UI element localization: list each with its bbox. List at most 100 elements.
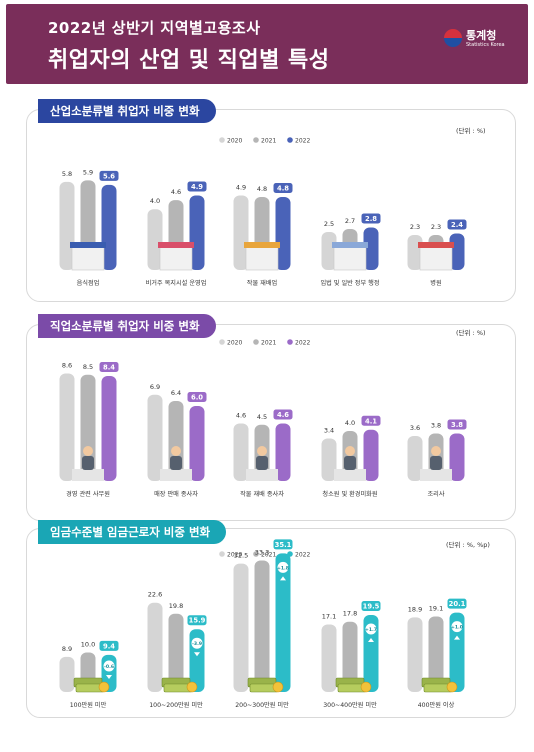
change-label: -3.9 [192, 641, 202, 647]
data-label: 5.8 [62, 170, 72, 178]
cook-icon [420, 446, 452, 481]
category-label: 경영 관련 사무원 [66, 490, 110, 498]
label-badge [99, 640, 119, 651]
desk [246, 469, 278, 481]
label-badge [187, 181, 207, 192]
data-label: 2.4 [451, 221, 463, 229]
legend-swatch [219, 137, 225, 143]
chart-1: 2020 2021 2022 8.6 8.5 8.4 경영 관련 사무원 6.9 6.4 6.0 매… [59, 339, 467, 498]
data-label: 2.3 [410, 223, 420, 231]
legend-swatch [287, 137, 293, 143]
data-label: 33.3 [255, 548, 269, 556]
coin [98, 681, 110, 693]
label-badge [99, 362, 119, 372]
shop-seller-icon [160, 446, 192, 481]
icon-roof [332, 242, 368, 248]
bar [101, 184, 117, 270]
legend-swatch [253, 137, 259, 143]
occupation-chart-title: 직업소분류별 취업자 비중 변화 [38, 314, 216, 338]
bar-group: 4.6 4.5 4.6 작물 재배 종사자 [233, 409, 293, 498]
legend-swatch [287, 339, 293, 345]
logo-subtitle: Statistics Korea [466, 42, 505, 48]
bar [342, 621, 358, 692]
icon-roof [244, 242, 280, 248]
legend-label: 2021 [261, 137, 276, 144]
bar-group: 8.9 10.0 9.4 -0.6 100만원 미만 [59, 640, 119, 709]
data-label: 22.6 [148, 591, 162, 599]
bar-group: 3.6 3.8 3.8 조리사 [407, 419, 467, 498]
money-icon [421, 677, 458, 693]
legend-label: 2020 [227, 137, 242, 144]
data-label: 2.8 [365, 215, 377, 223]
category-label: 400만원 이상 [418, 701, 455, 709]
data-label: 2.7 [345, 217, 355, 225]
data-label: 19.8 [169, 602, 183, 610]
icon-box [71, 245, 105, 271]
logo-name: 통계청 [466, 29, 497, 42]
bar-group: 4.9 4.8 4.8 작물 재배업 [233, 183, 293, 287]
label-badge [361, 415, 381, 426]
category-label: 음식점업 [77, 279, 100, 287]
category-label: 입법 및 일반 정부 행정 [320, 279, 379, 287]
data-label: 4.9 [191, 183, 203, 191]
person-body [344, 456, 356, 470]
legend-swatch [253, 551, 259, 557]
statistics-korea-logo: 통계청 Statistics Korea [444, 24, 514, 56]
person-body [82, 456, 94, 470]
bar [275, 423, 291, 481]
data-label: 4.8 [257, 185, 267, 193]
header-title: 취업자의 산업 및 직업별 특성 [48, 48, 330, 73]
data-label: 4.8 [277, 185, 289, 193]
crop-icon [244, 242, 280, 271]
taegeuk-icon [444, 29, 462, 47]
desk [334, 469, 366, 481]
label-badge [447, 598, 467, 609]
legend-swatch [219, 551, 225, 557]
person-head [257, 446, 267, 456]
government-document-icon [332, 242, 368, 271]
legend-label: 2020 [227, 339, 242, 346]
person-head [345, 446, 355, 456]
data-label: 18.9 [408, 605, 422, 613]
person-head [83, 446, 93, 456]
legend-label: 2022 [295, 339, 310, 346]
bar [59, 656, 75, 692]
arrow-up-icon [368, 637, 374, 642]
label-badge [361, 213, 381, 224]
data-label: 4.0 [345, 419, 355, 427]
restaurant-icon [70, 242, 106, 271]
data-label: 8.6 [62, 362, 72, 370]
person-head [171, 446, 181, 456]
change-label: +1.0 [451, 625, 463, 631]
bar [275, 197, 291, 270]
change-marker [451, 621, 463, 633]
bar [321, 232, 337, 270]
bar-group: 22.6 19.8 15.9 -3.9 100~200만원 미만 [147, 591, 207, 709]
data-label: 2.3 [431, 223, 441, 231]
office-worker-icon [72, 446, 104, 481]
bar [275, 553, 291, 692]
label-badge [447, 419, 467, 430]
data-label: 8.9 [62, 645, 72, 653]
data-label: 2.5 [324, 220, 334, 228]
bar [407, 617, 423, 692]
category-label: 청소원 및 환경미화원 [322, 490, 377, 498]
data-label: 9.4 [103, 642, 115, 650]
bar [168, 613, 184, 692]
bar [189, 195, 205, 270]
coin [186, 681, 198, 693]
category-label: 작물 재배업 [247, 279, 277, 287]
bar [449, 433, 465, 481]
data-label: 8.5 [83, 363, 93, 371]
coin [360, 681, 372, 693]
bar [363, 429, 379, 481]
label-badge [273, 409, 293, 420]
arrow-down-icon [194, 652, 200, 657]
bar [189, 406, 205, 481]
person-body [256, 456, 268, 470]
bar [59, 373, 75, 481]
bar [233, 563, 249, 692]
label-badge [187, 615, 207, 626]
